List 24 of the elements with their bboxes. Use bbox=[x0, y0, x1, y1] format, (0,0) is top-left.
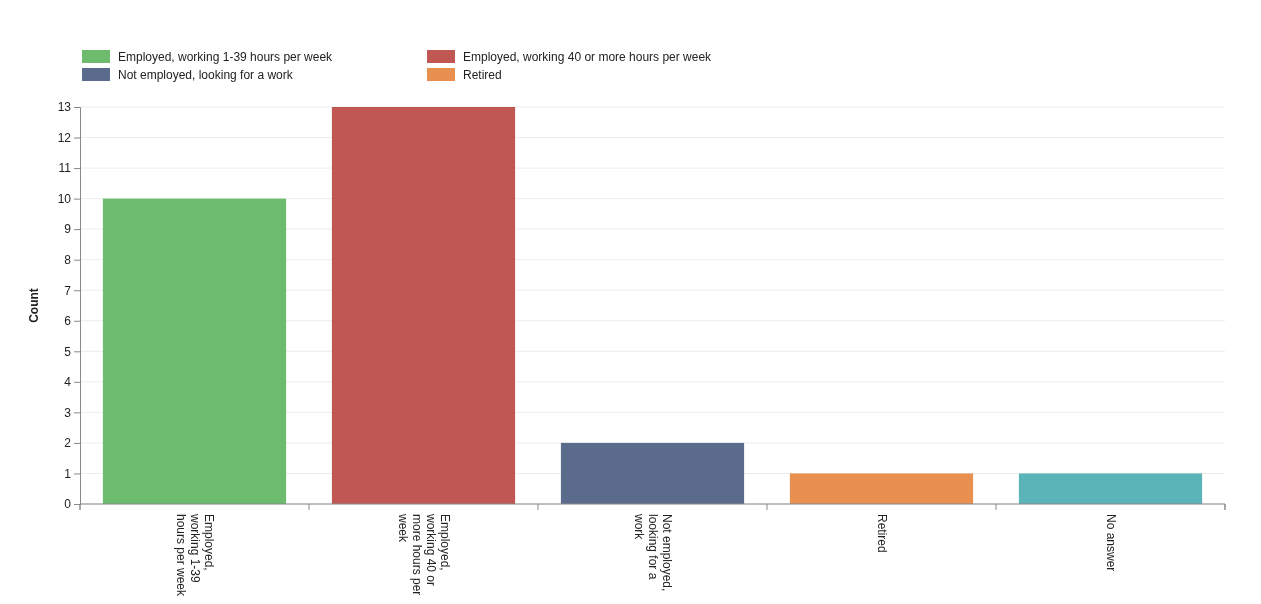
legend-label: Employed, working 1-39 hours per week bbox=[118, 50, 334, 64]
y-axis-title: Count bbox=[27, 288, 41, 323]
x-tick-label: Retired bbox=[874, 514, 889, 553]
y-tick-label: 2 bbox=[64, 436, 72, 451]
legend-label: Not employed, looking for a work bbox=[118, 68, 294, 82]
legend-label: Retired bbox=[463, 68, 502, 82]
y-tick-label: 3 bbox=[64, 405, 72, 420]
x-tick-label: Not employed, looking for a work bbox=[631, 513, 674, 592]
x-tick-label: Employed, working 40 or more hours per week bbox=[395, 513, 452, 596]
y-tick-label: 9 bbox=[64, 222, 72, 237]
x-tick-label: No answer bbox=[1103, 514, 1118, 572]
y-tick-label: 11 bbox=[58, 161, 72, 176]
y-tick-label: 0 bbox=[64, 497, 72, 512]
y-tick-label: 13 bbox=[57, 100, 72, 115]
y-tick-label: 12 bbox=[57, 130, 72, 145]
y-tick-label: 8 bbox=[64, 253, 72, 268]
y-tick-label: 6 bbox=[64, 314, 72, 329]
y-tick-label: 5 bbox=[64, 344, 72, 359]
y-tick-label: 7 bbox=[64, 283, 72, 298]
y-tick-label: 4 bbox=[64, 375, 72, 390]
y-tick-label: 10 bbox=[57, 191, 72, 206]
legend-label: Employed, working 40 or more hours per week bbox=[463, 50, 713, 64]
x-tick-label: Employed, working 1-39 hours per week bbox=[173, 513, 216, 598]
y-tick-label: 1 bbox=[64, 466, 72, 481]
